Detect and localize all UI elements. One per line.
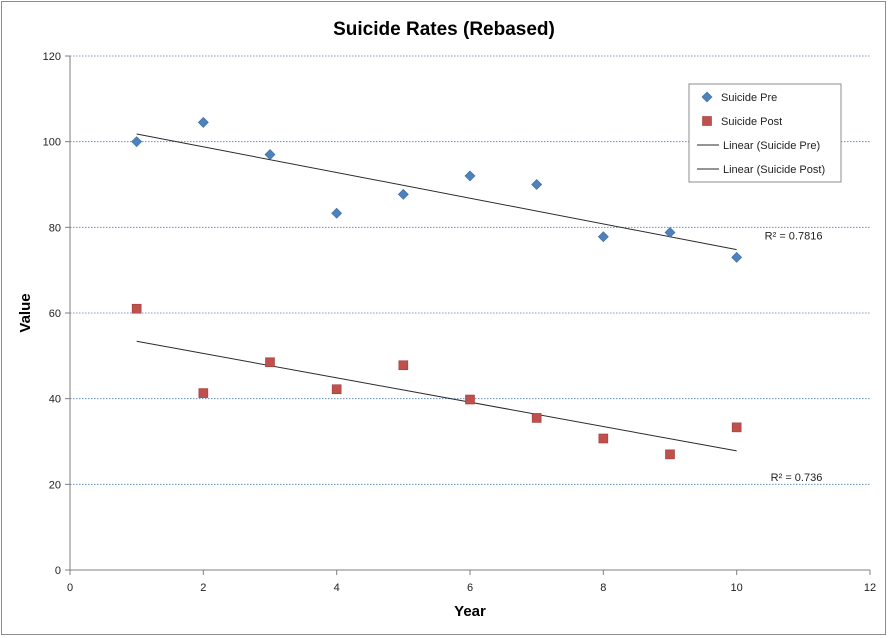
x-tick-label: 2 <box>200 582 206 594</box>
trendline <box>136 340 737 452</box>
legend: Suicide Pre Suicide Post Linear (Suicide P… <box>688 83 842 183</box>
trendline <box>136 133 737 251</box>
data-point <box>397 188 409 200</box>
legend-marker <box>702 116 712 126</box>
data-points <box>131 116 743 460</box>
data-point <box>398 360 409 371</box>
legend-label: Suicide Pre <box>721 92 777 104</box>
data-point <box>531 413 542 423</box>
data-point <box>198 388 209 398</box>
data-point <box>331 384 342 395</box>
y-tick-label: 80 <box>49 222 61 234</box>
r-squared-label: R² = 0.736 <box>771 472 823 484</box>
x-tick-label: 8 <box>600 582 606 594</box>
y-tick-label: 40 <box>49 394 61 406</box>
legend-box <box>688 83 842 183</box>
r-squared-label: R² = 0.7816 <box>765 231 823 243</box>
y-tick-label: 100 <box>43 137 61 149</box>
r-squared-labels: R² = 0.7816 R² = 0.736 <box>765 231 823 484</box>
x-tick-label: 10 <box>731 582 743 594</box>
data-point <box>197 116 209 128</box>
data-point <box>665 449 675 460</box>
x-tick-label: 0 <box>67 582 73 594</box>
data-point <box>664 227 676 238</box>
data-point <box>597 231 609 243</box>
legend-label: Suicide Post <box>721 116 782 128</box>
chart-title: Suicide Rates (Rebased) <box>333 19 555 40</box>
gridlines <box>70 55 870 485</box>
data-point <box>131 136 143 148</box>
x-axis-title: Year <box>454 603 486 620</box>
data-point <box>264 149 276 160</box>
x-tick-label: 4 <box>334 582 340 594</box>
axes: 0 20 40 60 80 100 120 0 2 4 6 8 10 12 <box>43 51 876 594</box>
y-axis-title: Value <box>17 293 34 332</box>
legend-label: Linear (Suicide Pre) <box>723 140 820 152</box>
data-point <box>731 251 743 263</box>
data-point <box>464 170 476 182</box>
legend-label: Linear (Suicide Post) <box>723 164 825 176</box>
data-point <box>731 422 742 433</box>
data-point <box>598 433 609 444</box>
x-tick-label: 12 <box>864 582 876 594</box>
x-tick-label: 6 <box>467 582 473 594</box>
trendlines <box>136 133 737 452</box>
legend-marker <box>701 91 713 103</box>
y-tick-label: 20 <box>49 479 61 491</box>
y-tick-label: 60 <box>49 308 61 320</box>
data-point <box>265 357 275 368</box>
y-tick-label: 0 <box>55 565 61 577</box>
data-point <box>331 207 343 219</box>
y-tick-label: 120 <box>43 51 61 63</box>
data-point <box>131 303 142 314</box>
data-point <box>531 179 543 190</box>
data-point <box>465 394 475 405</box>
